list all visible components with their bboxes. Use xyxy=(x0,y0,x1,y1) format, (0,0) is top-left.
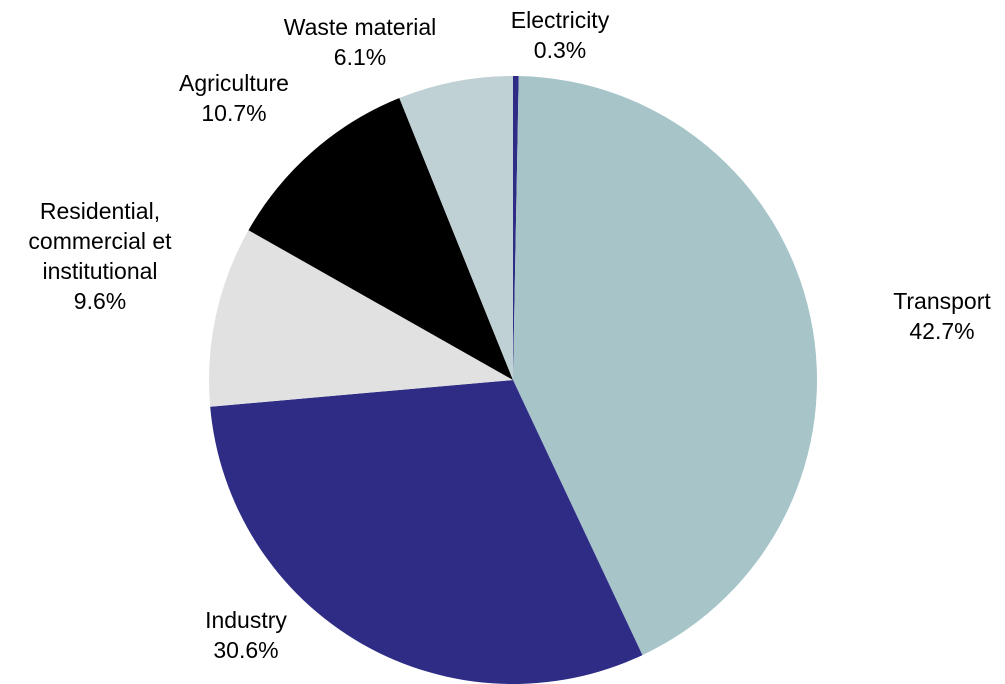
slice-label-transport: Transport 42.7% xyxy=(893,288,991,344)
pie-slice-waste-material xyxy=(399,76,513,380)
pie-slice-agriculture xyxy=(248,98,513,380)
slice-label-industry: Industry 30.6% xyxy=(205,607,287,663)
pie-slice-transport xyxy=(513,76,818,656)
pie-slice-residential-commercial-et-institutional xyxy=(209,230,514,407)
slice-label-residential-commercial-et-institutional: Residential, commercial et institutional 9.… xyxy=(28,198,172,314)
pie-slice-industry xyxy=(210,380,643,684)
slice-label-agriculture: Agriculture 10.7% xyxy=(179,70,289,126)
slice-label-electricity: Electricity 0.3% xyxy=(511,7,610,63)
pie-slice-electricity xyxy=(513,76,519,380)
slice-label-waste-material: Waste material 6.1% xyxy=(284,14,437,70)
